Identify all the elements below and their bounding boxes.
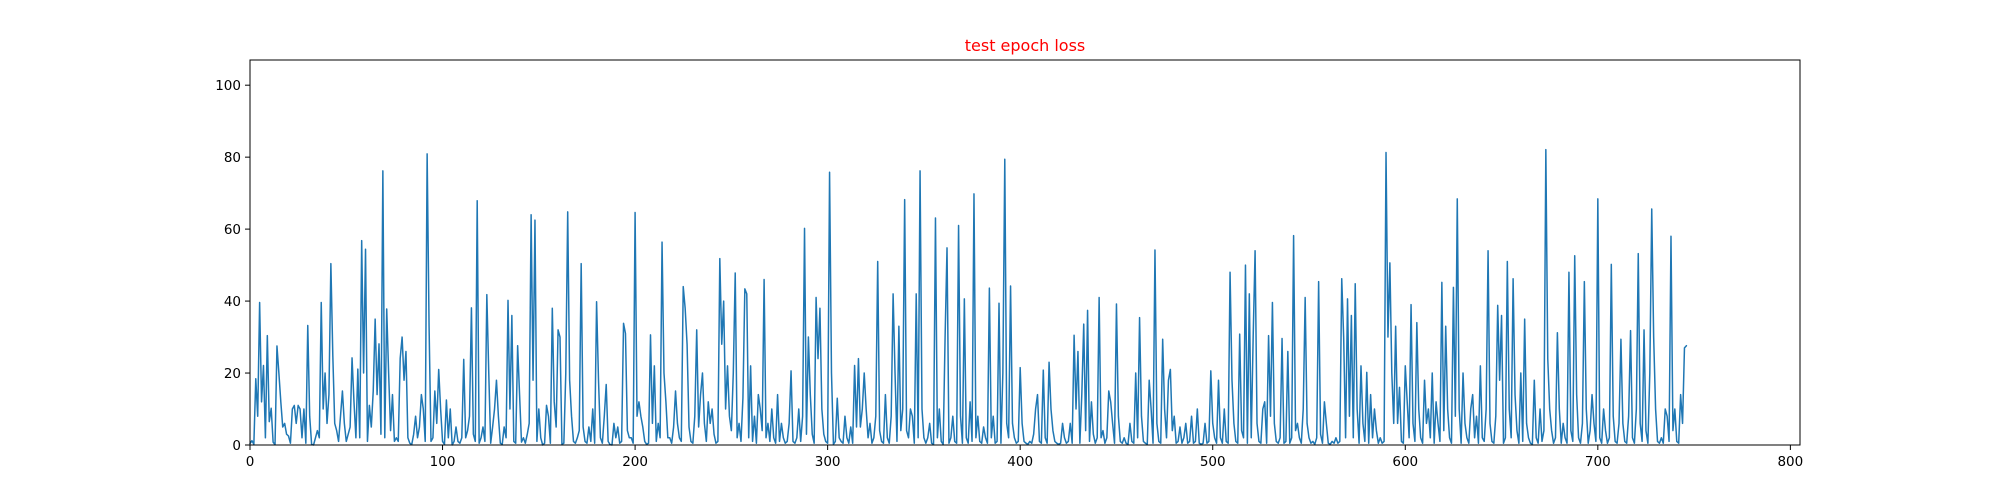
x-tick-label: 800 — [1777, 454, 1803, 470]
x-axis: 0 100 200 300 400 500 600 700 800 — [246, 445, 1803, 470]
x-tick-label: 400 — [1007, 454, 1033, 470]
y-tick-label: 40 — [224, 294, 241, 310]
series-line — [249, 148, 1688, 446]
axes-frame — [249, 59, 1801, 446]
x-tick-label: 700 — [1585, 454, 1611, 470]
x-tick-label: 300 — [815, 454, 841, 470]
x-tick-label: 600 — [1392, 454, 1418, 470]
x-tick-label: 100 — [430, 454, 456, 470]
y-tick-label: 80 — [224, 150, 241, 166]
y-tick-label: 20 — [224, 366, 241, 382]
x-tick-label: 500 — [1200, 454, 1226, 470]
y-tick-label: 100 — [215, 78, 241, 94]
y-tick-label: 0 — [232, 438, 241, 454]
plot-area — [249, 148, 1688, 446]
x-tick-label: 200 — [622, 454, 648, 470]
y-axis: 0 20 40 60 80 100 — [215, 78, 250, 454]
x-tick-label: 0 — [246, 454, 255, 470]
y-tick-label: 60 — [224, 222, 241, 238]
chart-title: test epoch loss — [965, 36, 1086, 55]
